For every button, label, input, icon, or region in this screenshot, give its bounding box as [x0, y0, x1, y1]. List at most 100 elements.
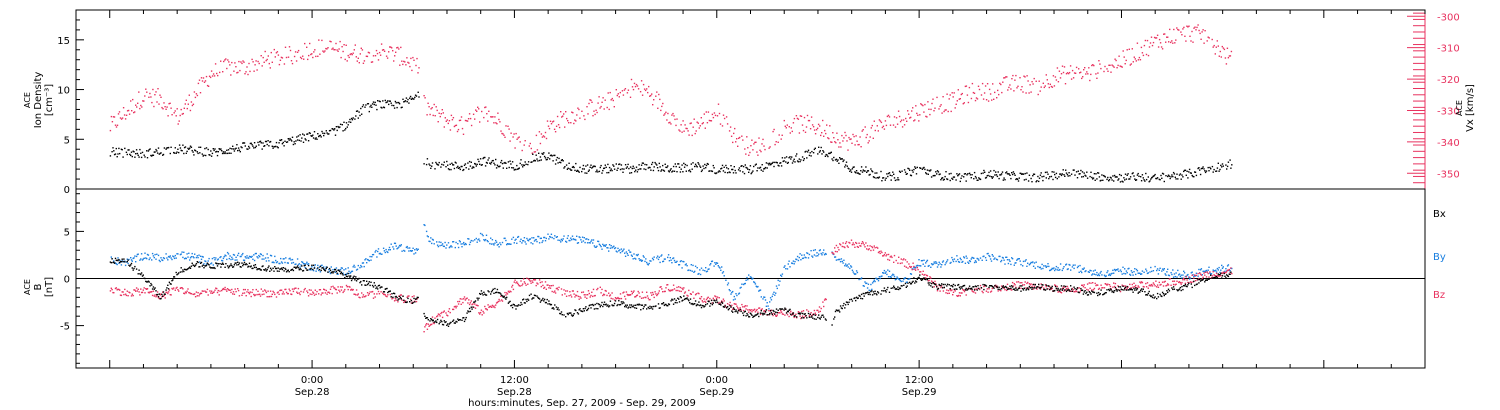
density-series-point — [549, 158, 551, 160]
vx-series-point — [1229, 55, 1232, 57]
vx-series-point — [161, 106, 163, 109]
vx-series-point — [553, 128, 556, 130]
density-series-point — [207, 148, 209, 151]
bz-series-point — [494, 306, 496, 309]
bz-series-point — [328, 291, 330, 293]
by-series-point — [1069, 264, 1071, 266]
bz-series-point — [996, 285, 999, 287]
bz-series-point — [546, 284, 548, 286]
vx-series-point — [1144, 39, 1147, 42]
bz-series-point — [280, 289, 282, 291]
bz-series-point — [195, 291, 198, 293]
density-series-point — [515, 168, 517, 171]
vx-series-point — [1120, 65, 1122, 68]
vx-series-point — [837, 139, 839, 141]
bz-series-point — [424, 326, 426, 328]
bz-series-point — [1186, 279, 1188, 281]
by-series-point — [597, 240, 600, 243]
density-series-point — [555, 159, 558, 161]
vx-series-point — [790, 127, 792, 129]
bz-series-point — [384, 294, 386, 296]
density-series-point — [521, 164, 523, 166]
density-series-point — [897, 177, 899, 179]
bz-series-point — [744, 305, 746, 307]
density-series-point — [470, 161, 472, 163]
bz-series-point — [898, 256, 900, 258]
density-series-point — [1065, 169, 1067, 171]
bz-series-point — [920, 271, 922, 273]
by-series-point — [870, 283, 872, 286]
bx-series-point — [303, 265, 305, 267]
by-series-point — [906, 281, 908, 283]
density-series-point — [157, 147, 160, 149]
bz-series-point — [343, 290, 345, 292]
by-series-point — [773, 291, 775, 293]
density-series-point — [198, 146, 200, 148]
by-series-point — [143, 257, 145, 259]
by-series-point — [764, 299, 767, 301]
by-series-point — [452, 241, 455, 243]
vx-series-point — [666, 119, 668, 121]
by-series-point — [853, 272, 855, 275]
bz-series-point — [467, 302, 469, 304]
by-series-point — [567, 235, 569, 237]
bz-series-point — [786, 314, 789, 316]
by-series-point — [1066, 268, 1069, 271]
density-series-point — [945, 171, 947, 173]
by-series-point — [144, 252, 146, 254]
density-series-point — [459, 168, 461, 171]
bz-series-point — [1041, 286, 1043, 288]
vx-series-point — [1113, 66, 1115, 68]
by-series-point — [973, 261, 976, 264]
by-series-point — [583, 237, 585, 239]
bz-series-point — [1067, 287, 1069, 290]
by-series-point — [969, 260, 972, 263]
vx-series-point — [1035, 80, 1037, 82]
density-series-point — [758, 167, 761, 169]
by-series-point — [200, 258, 203, 260]
bz-series-point — [408, 295, 410, 297]
bz-series-point — [748, 311, 750, 313]
by-series-point — [313, 266, 316, 268]
bz-series-point — [1199, 273, 1202, 275]
bz-series-point — [617, 296, 619, 299]
vx-series-point — [617, 93, 619, 95]
density-series-point — [764, 167, 766, 170]
bz-series-point — [808, 315, 811, 317]
vx-series-point — [833, 137, 835, 139]
density-series-point — [1133, 175, 1135, 177]
by-series-point — [398, 244, 401, 247]
by-series-point — [817, 255, 819, 257]
density-series-point — [365, 104, 367, 106]
vx-series-point — [1166, 36, 1168, 38]
bx-series-point — [275, 267, 278, 270]
density-series-point — [933, 174, 935, 177]
density-series-point — [561, 159, 563, 161]
density-series-point — [235, 147, 237, 149]
bz-series-point — [833, 253, 835, 255]
vx-series-point — [663, 114, 665, 116]
by-series-point — [728, 289, 730, 291]
by-series-point — [646, 261, 648, 264]
vx-series-point — [1042, 82, 1044, 84]
bz-series-point — [302, 291, 305, 293]
by-series-point — [1110, 273, 1112, 275]
density-series-point — [639, 168, 641, 170]
bx-series-point — [173, 276, 176, 278]
by-series-point — [1097, 274, 1099, 277]
by-series-point — [885, 271, 887, 273]
by-series-point — [931, 264, 934, 266]
by-series-point — [538, 235, 540, 238]
by-series-point — [370, 259, 372, 261]
density-series-point — [1016, 178, 1019, 180]
bz-series-point — [140, 291, 143, 294]
bz-series-point — [271, 293, 273, 295]
bx-series-point — [207, 263, 209, 265]
density-series-point — [1143, 179, 1145, 181]
density-series-point — [250, 142, 252, 144]
by-series-point — [739, 287, 741, 289]
bz-series-point — [361, 292, 363, 294]
density-series-point — [823, 151, 825, 153]
by-series-point — [888, 270, 891, 272]
density-series-point — [505, 162, 507, 164]
